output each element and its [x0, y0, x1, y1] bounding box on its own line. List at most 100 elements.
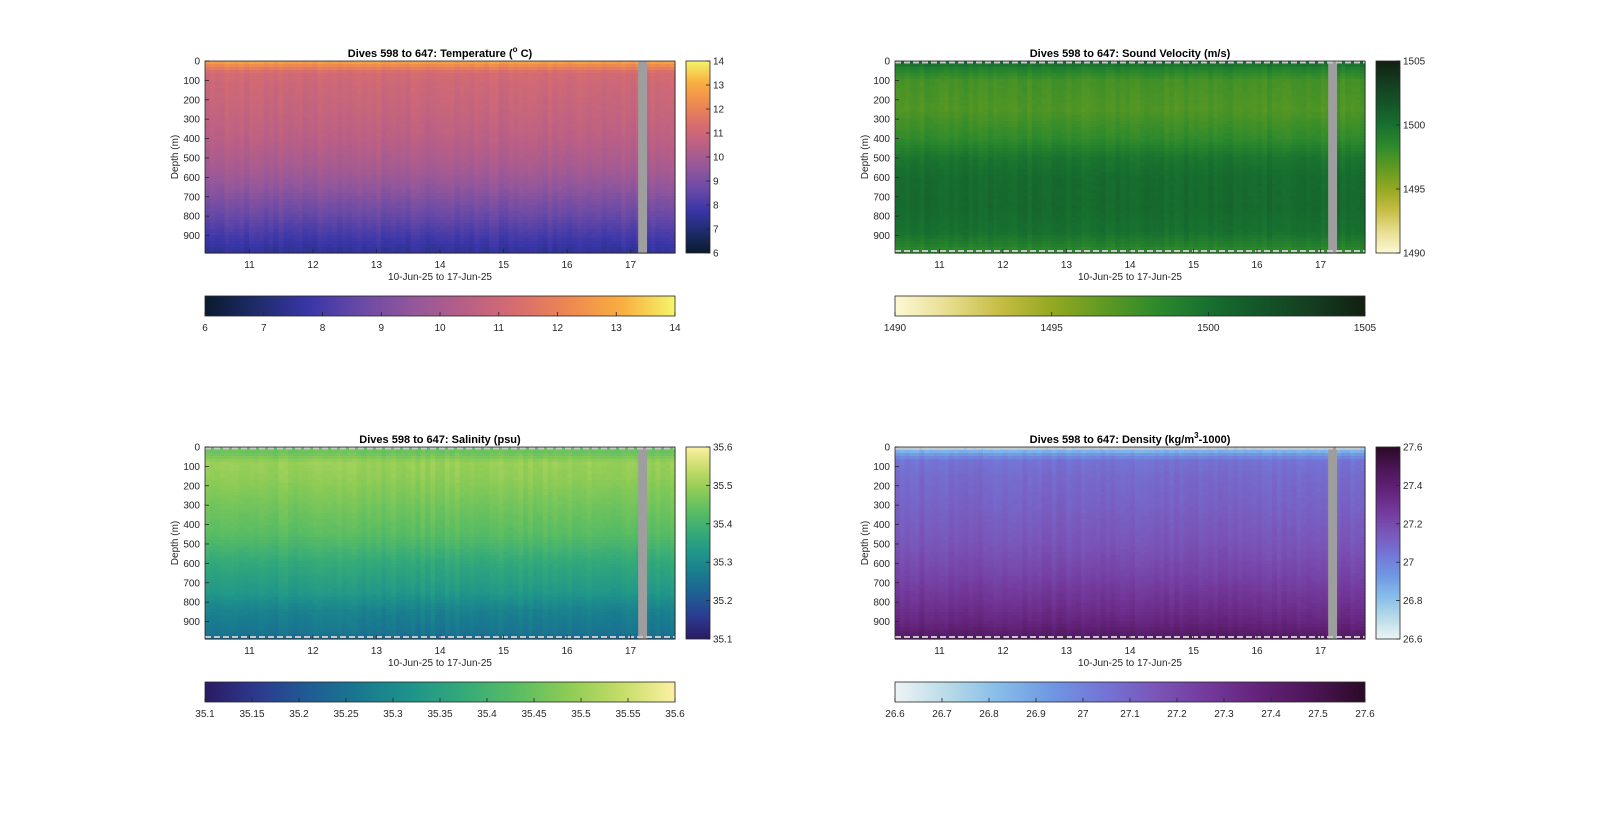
- heatmap-cell: [376, 139, 382, 143]
- heatmap-cell: [322, 73, 328, 77]
- heatmap-cell: [288, 67, 294, 71]
- heatmap-cell: [234, 130, 240, 134]
- heatmap-cell: [219, 247, 226, 251]
- heatmap-cell: [307, 112, 314, 116]
- heatmap-cell: [258, 145, 265, 149]
- heatmap-cell: [435, 148, 441, 152]
- heatmap-cell: [293, 229, 299, 233]
- heatmap-cell: [351, 154, 358, 158]
- heatmap-cell: [253, 115, 260, 119]
- heatmap-cell: [405, 196, 412, 200]
- heatmap-cell: [405, 94, 412, 98]
- heatmap-cell: [425, 142, 431, 146]
- heatmap-cell: [381, 100, 387, 104]
- heatmap-cell: [400, 223, 407, 227]
- heatmap-cell: [400, 190, 407, 194]
- heatmap-cell: [224, 238, 231, 242]
- heatmap-cell: [440, 169, 446, 173]
- heatmap-cell: [386, 112, 392, 116]
- heatmap-cell: [381, 79, 387, 83]
- heatmap-cell: [278, 202, 284, 206]
- heatmap-cell: [302, 142, 309, 146]
- heatmap-cell: [337, 232, 343, 236]
- heatmap-cell: [361, 103, 368, 107]
- heatmap-cell: [395, 121, 402, 125]
- heatmap-cell: [229, 232, 235, 236]
- heatmap-cell: [454, 121, 461, 125]
- heatmap-cell: [219, 145, 226, 149]
- heatmap-cell: [307, 109, 314, 113]
- heatmap-cell: [381, 172, 387, 176]
- heatmap-cell: [346, 136, 353, 140]
- heatmap-cell: [391, 211, 397, 215]
- heatmap-cell: [430, 166, 436, 170]
- heatmap-cell: [356, 247, 363, 251]
- heatmap-cell: [400, 79, 407, 83]
- heatmap-cell: [395, 202, 402, 206]
- heatmap-cell: [346, 190, 353, 194]
- heatmap-cell: [386, 187, 392, 191]
- heatmap-cell: [346, 76, 353, 80]
- heatmap-cell: [283, 94, 289, 98]
- heatmap-cell: [214, 91, 221, 95]
- heatmap-cell: [361, 247, 368, 251]
- heatmap-cell: [273, 79, 280, 83]
- heatmap-cell: [234, 226, 240, 230]
- heatmap-cell: [214, 178, 221, 182]
- heatmap-cell: [322, 151, 328, 155]
- heatmap-cell: [293, 151, 299, 155]
- heatmap-cell: [249, 64, 255, 68]
- heatmap-cell: [253, 85, 260, 89]
- heatmap-cell: [395, 76, 402, 80]
- heatmap-cell: [229, 79, 235, 83]
- heatmap-cell: [283, 100, 289, 104]
- heatmap-cell: [366, 133, 373, 137]
- heatmap-cell: [224, 139, 231, 143]
- heatmap-cell: [386, 238, 392, 242]
- heatmap-cell: [410, 193, 417, 197]
- heatmap-cell: [351, 199, 358, 203]
- heatmap-cell: [234, 214, 240, 218]
- heatmap-cell: [425, 232, 431, 236]
- heatmap-cell: [454, 61, 461, 65]
- heatmap-cell: [219, 217, 226, 221]
- heatmap-cell: [214, 82, 221, 86]
- heatmap-cell: [391, 133, 397, 137]
- heatmap-cell: [395, 217, 402, 221]
- heatmap-cell: [298, 88, 304, 92]
- heatmap-cell: [332, 139, 338, 143]
- heatmap-cell: [356, 145, 363, 149]
- heatmap-cell: [307, 148, 314, 152]
- heatmap-cell: [239, 61, 245, 65]
- heatmap-cell: [454, 154, 461, 158]
- heatmap-cell: [356, 139, 363, 143]
- heatmap-cell: [440, 139, 446, 143]
- heatmap-cell: [391, 121, 397, 125]
- heatmap-cell: [302, 133, 309, 137]
- heatmap-cell: [425, 202, 431, 206]
- heatmap-cell: [449, 139, 456, 143]
- heatmap-cell: [415, 247, 422, 251]
- heatmap-cell: [283, 229, 289, 233]
- heatmap-cell: [302, 157, 309, 161]
- heatmap-cell: [258, 226, 265, 230]
- heatmap-cell: [312, 130, 319, 134]
- heatmap-cell: [459, 241, 466, 245]
- heatmap-cell: [337, 85, 343, 89]
- heatmap-cell: [386, 79, 392, 83]
- heatmap-cell: [288, 238, 294, 242]
- heatmap-cell: [415, 121, 422, 125]
- heatmap-cell: [229, 118, 235, 122]
- heatmap-cell: [376, 148, 382, 152]
- heatmap-cell: [440, 187, 446, 191]
- heatmap-cell: [278, 199, 284, 203]
- heatmap-cell: [239, 103, 245, 107]
- heatmap-cell: [395, 244, 402, 248]
- heatmap-cell: [332, 148, 338, 152]
- heatmap-cell: [386, 94, 392, 98]
- heatmap-cell: [420, 181, 426, 185]
- heatmap-cell: [263, 211, 270, 215]
- heatmap-cell: [263, 226, 270, 230]
- heatmap-cell: [376, 250, 382, 254]
- heatmap-cell: [351, 124, 358, 128]
